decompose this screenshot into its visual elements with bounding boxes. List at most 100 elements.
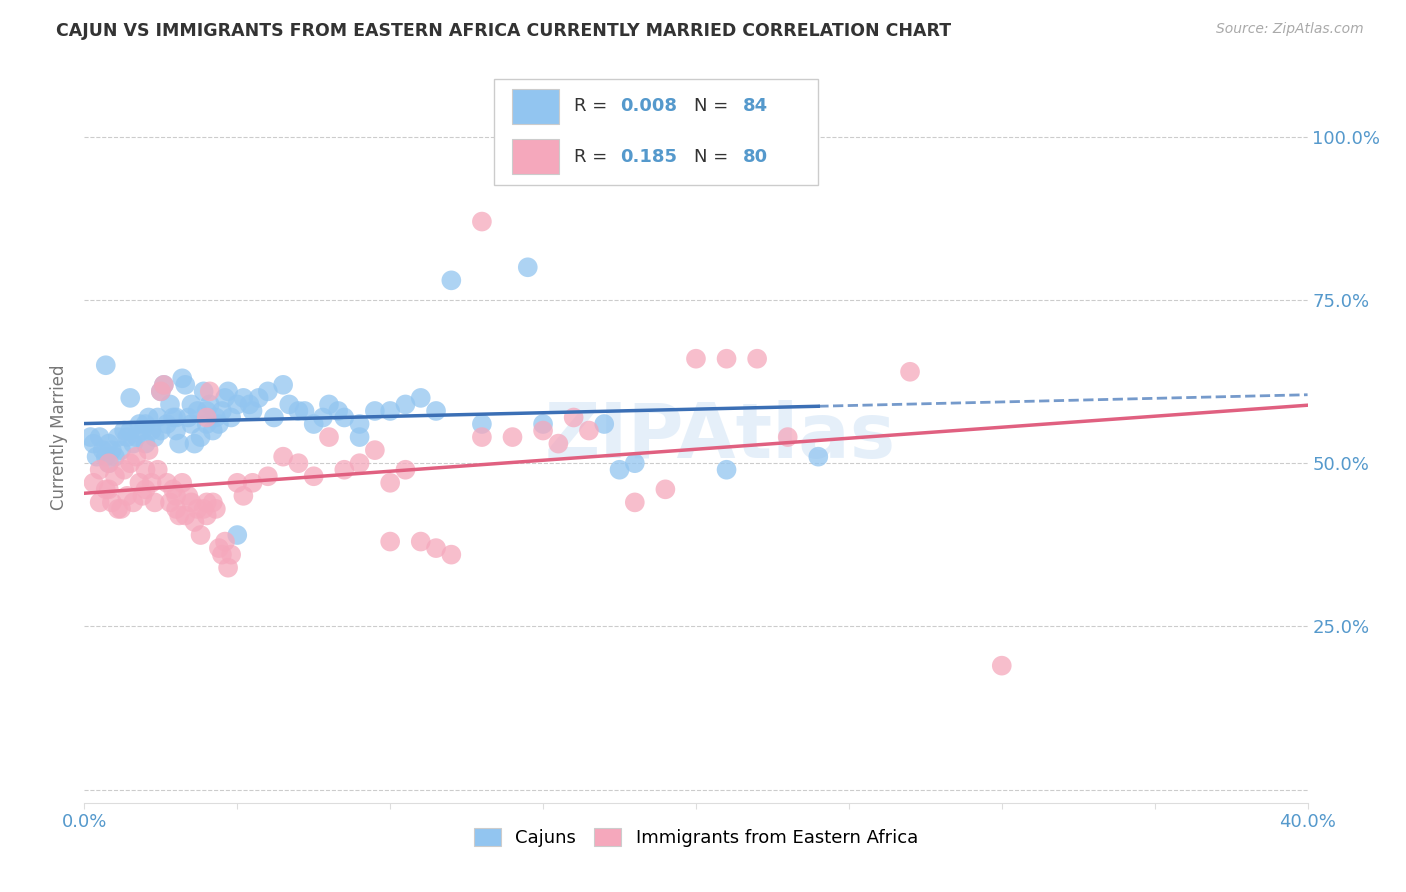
Point — [153, 377, 176, 392]
Point — [112, 424, 135, 438]
Text: 84: 84 — [742, 97, 768, 115]
Point — [165, 410, 187, 425]
Point — [180, 417, 202, 431]
Point — [440, 273, 463, 287]
Text: 0.185: 0.185 — [620, 148, 678, 166]
Point — [138, 410, 160, 425]
Point — [685, 351, 707, 366]
Point — [333, 463, 356, 477]
Point — [287, 456, 309, 470]
Point — [149, 424, 172, 438]
Point — [110, 502, 132, 516]
Point — [193, 502, 215, 516]
Point — [609, 463, 631, 477]
Point — [219, 548, 242, 562]
Point — [380, 534, 402, 549]
Point — [83, 436, 105, 450]
Point — [219, 410, 242, 425]
Legend: Cajuns, Immigrants from Eastern Africa: Cajuns, Immigrants from Eastern Africa — [465, 819, 927, 856]
Text: N =: N = — [693, 97, 734, 115]
Point — [97, 456, 120, 470]
Point — [97, 436, 120, 450]
Point — [183, 436, 205, 450]
Point — [143, 430, 166, 444]
Point — [205, 410, 228, 425]
Point — [198, 397, 221, 411]
Point — [167, 436, 190, 450]
Point — [302, 469, 325, 483]
Point — [716, 351, 738, 366]
Point — [141, 424, 163, 438]
Point — [125, 430, 148, 444]
Point — [156, 417, 179, 431]
Point — [195, 508, 218, 523]
Point — [83, 475, 105, 490]
Point — [278, 397, 301, 411]
Point — [112, 463, 135, 477]
FancyBboxPatch shape — [494, 78, 818, 185]
Point — [104, 469, 127, 483]
Point — [471, 417, 494, 431]
Point — [186, 502, 208, 516]
Text: N =: N = — [693, 148, 734, 166]
Point — [165, 424, 187, 438]
Point — [149, 384, 172, 399]
Point — [143, 495, 166, 509]
Point — [120, 424, 142, 438]
Text: R =: R = — [574, 97, 613, 115]
Point — [86, 450, 108, 464]
Text: 80: 80 — [742, 148, 768, 166]
Point — [174, 508, 197, 523]
Point — [302, 417, 325, 431]
Point — [312, 410, 335, 425]
Point — [217, 384, 239, 399]
Point — [122, 436, 145, 450]
Point — [328, 404, 350, 418]
FancyBboxPatch shape — [513, 139, 560, 175]
Point — [211, 548, 233, 562]
Point — [409, 391, 432, 405]
Point — [562, 410, 585, 425]
Point — [195, 495, 218, 509]
Point — [183, 515, 205, 529]
Point — [380, 404, 402, 418]
Point — [94, 450, 117, 464]
Point — [624, 456, 647, 470]
Point — [425, 404, 447, 418]
Point — [180, 495, 202, 509]
Point — [349, 430, 371, 444]
Point — [807, 450, 830, 464]
Point — [97, 483, 120, 497]
Y-axis label: Currently Married: Currently Married — [51, 364, 69, 510]
Point — [991, 658, 1014, 673]
Point — [349, 456, 371, 470]
Point — [226, 528, 249, 542]
Point — [159, 495, 181, 509]
Point — [195, 417, 218, 431]
Point — [94, 358, 117, 372]
Point — [232, 489, 254, 503]
Point — [180, 397, 202, 411]
Point — [193, 384, 215, 399]
Point — [226, 475, 249, 490]
Point — [131, 424, 153, 438]
Text: ZIPAtlas: ZIPAtlas — [544, 401, 896, 474]
Point — [257, 384, 280, 399]
Point — [120, 456, 142, 470]
Point — [79, 430, 101, 444]
Point — [318, 430, 340, 444]
Point — [195, 410, 218, 425]
Point — [135, 483, 157, 497]
Point — [115, 430, 138, 444]
Text: CAJUN VS IMMIGRANTS FROM EASTERN AFRICA CURRENTLY MARRIED CORRELATION CHART: CAJUN VS IMMIGRANTS FROM EASTERN AFRICA … — [56, 22, 952, 40]
Point — [146, 410, 169, 425]
Point — [138, 443, 160, 458]
Point — [159, 397, 181, 411]
Point — [165, 489, 187, 503]
Point — [247, 391, 270, 405]
Point — [174, 377, 197, 392]
Point — [226, 397, 249, 411]
FancyBboxPatch shape — [513, 89, 560, 124]
Point — [716, 463, 738, 477]
Point — [89, 430, 111, 444]
